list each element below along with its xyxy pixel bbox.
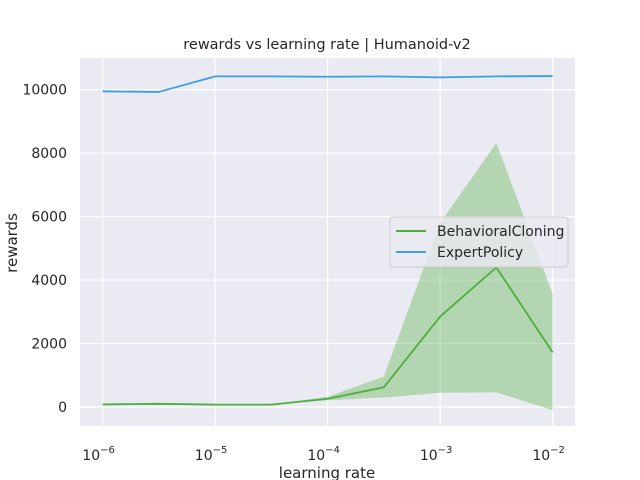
x-tick-label: 10−3 <box>420 445 453 464</box>
chart-title: rewards vs learning rate | Humanoid-v2 <box>183 37 471 53</box>
x-tick-label: 10−6 <box>82 445 115 464</box>
x-axis-label: learning rate <box>279 464 375 480</box>
y-tick-label: 10000 <box>22 83 67 99</box>
y-tick-label: 2000 <box>31 337 67 353</box>
x-tick-label: 10−5 <box>195 445 228 464</box>
confidence-band-0 <box>102 143 553 411</box>
x-axis-ticks: 10−6 10−5 10−4 10−3 10−2 <box>82 445 565 464</box>
y-axis-ticks: 0 2000 4000 6000 8000 10000 <box>22 83 67 416</box>
y-axis-label: rewards <box>3 213 21 273</box>
y-tick-label: 0 <box>58 400 67 416</box>
legend-label-behavioral-cloning: BehavioralCloning <box>437 224 564 240</box>
series-line-0 <box>102 266 554 406</box>
x-tick-label: 10−4 <box>307 445 340 464</box>
y-tick-label: 8000 <box>31 146 67 162</box>
series-line-1 <box>102 75 553 93</box>
x-tick-label: 10−2 <box>532 445 565 464</box>
legend: BehavioralCloning ExpertPolicy <box>389 216 569 268</box>
legend-label-expert-policy: ExpertPolicy <box>437 245 523 261</box>
confidence-bands <box>102 143 553 411</box>
series-lines <box>102 75 554 406</box>
legend-box <box>389 216 569 268</box>
y-tick-label: 6000 <box>31 210 67 226</box>
y-tick-label: 4000 <box>31 273 67 289</box>
grid-lines <box>80 58 575 426</box>
